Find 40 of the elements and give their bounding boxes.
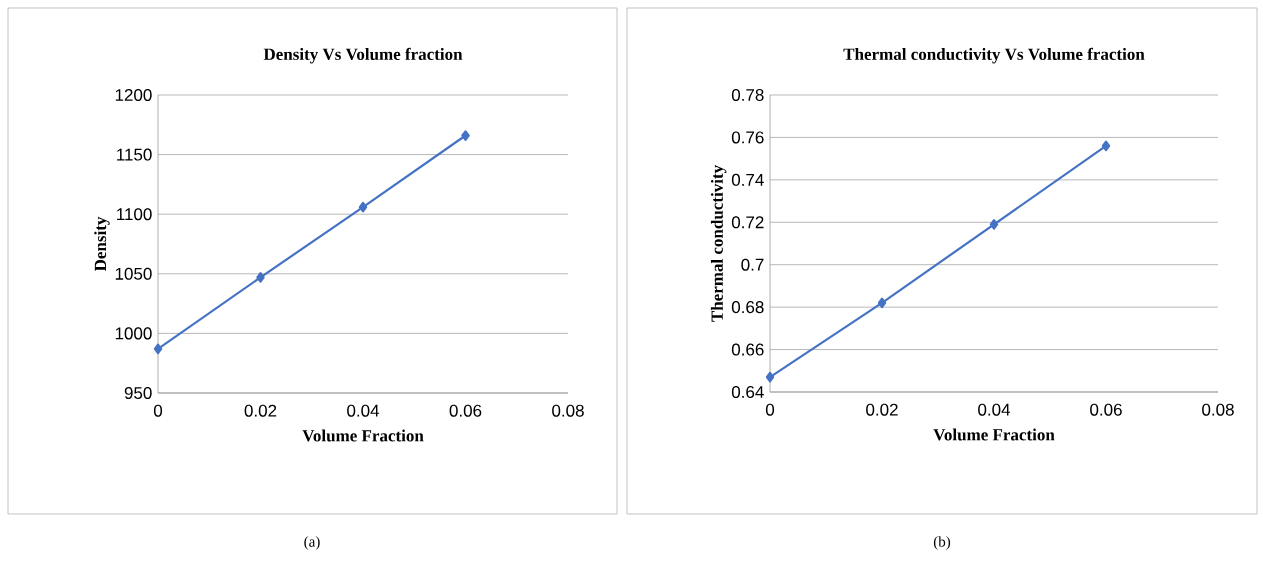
y-tick-label: 1200 [115, 88, 152, 102]
y-tick-label: 0.66 [731, 343, 764, 356]
chart-title: Density Vs Volume fraction [263, 47, 463, 64]
x-tick-label: 0.06 [449, 404, 482, 417]
y-tick-label: 0.68 [731, 301, 764, 314]
y-tick-label: 0.7 [741, 258, 764, 271]
x-tick-label: 0.04 [347, 404, 380, 417]
x-tick-label: 0 [153, 404, 163, 417]
x-axis-title: Volume Fraction [933, 428, 1055, 441]
x-tick-label: 0.04 [978, 403, 1011, 416]
y-tick-label: 1000 [115, 327, 152, 340]
y-axis-title: Density [94, 216, 110, 272]
x-tick-label: 0.08 [1202, 403, 1234, 416]
point [461, 130, 470, 141]
y-tick-label: 1050 [115, 267, 152, 280]
y-tick-label: 0.72 [731, 216, 764, 229]
point [358, 201, 368, 213]
point [256, 272, 265, 283]
y-axis-title: Thermal conductivity [710, 165, 727, 322]
point [1101, 140, 1111, 152]
x-tick-label: 0.02 [244, 404, 277, 417]
point [765, 371, 775, 383]
x-tick-label: 0.02 [866, 403, 898, 416]
point [989, 219, 999, 230]
x-tick-label: 0 [765, 403, 775, 416]
y-tick-label: 0.64 [731, 385, 764, 399]
y-tick-label: 0.76 [731, 131, 764, 144]
point [153, 343, 163, 355]
x-axis-title: Volume Fraction [302, 429, 424, 442]
y-tick-label: 950 [124, 386, 152, 400]
text: (a) [304, 536, 320, 550]
x-tick-label: 0.06 [1090, 403, 1122, 416]
y-tick-label: 1150 [117, 148, 152, 161]
y-tick-label: 0.78 [731, 88, 764, 102]
y-tick-label: 1100 [117, 208, 152, 221]
text: (b) [933, 536, 951, 550]
y-tick-label: 0.74 [731, 173, 764, 186]
x-tick-label: 0.08 [552, 404, 584, 417]
chart-title: Thermal conductivity Vs Volume fraction [843, 47, 1145, 64]
point [877, 297, 887, 309]
